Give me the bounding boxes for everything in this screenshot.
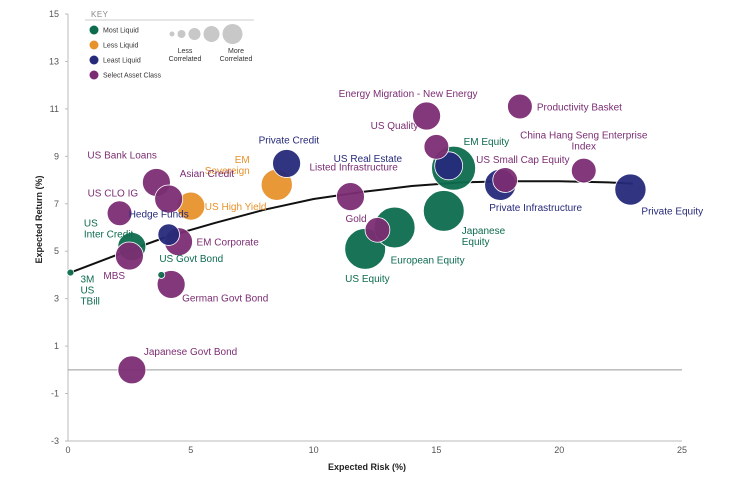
legend-size-circle [188,28,201,40]
label-us-small-cap-equity: US Small Cap Equity [476,155,569,166]
legend-label-select-asset-class: Select Asset Class [103,73,161,80]
legend-more-correlated: More Correlated [220,48,253,63]
legend-swatch-less-liquid [89,40,99,50]
y-tick-label: 7 [54,199,59,209]
y-tick-label: 5 [54,246,59,256]
legend-size-circle [177,30,186,38]
label-listed-infrastructure: Listed Infrastructure [309,163,398,174]
point-us-real-estate [434,151,464,181]
y-tick-label: -1 [51,389,59,399]
point-mbs [114,241,144,271]
legend-label-most-liquid: Most Liquid [103,28,139,35]
x-tick-label: 10 [309,445,319,455]
legend-label-less-liquid: Less Liquid [103,43,139,50]
label-mbs: MBS [103,271,125,282]
legend-title: KEY [91,10,109,19]
point-3m-us-tbill [66,268,75,277]
point-japanese-govt-bond [117,355,147,385]
point-productivity-basket [507,93,533,120]
point-private-equity [614,173,647,206]
label-3m-us-tbill: 3M US TBill [80,275,99,308]
point-japanese-equity [422,190,465,232]
label-us-high-yield: US High Yield [205,202,267,213]
label-us-govt-bond: US Govt Bond [159,254,223,265]
point-gold [364,217,391,243]
x-tick-label: 5 [188,445,193,455]
x-tick-label: 25 [677,445,687,455]
y-tick-label: 9 [54,151,59,161]
point-private-credit [272,149,301,178]
label-german-govt-bond: German Govt Bond [182,293,268,304]
label-private-infrastructure: Private Infrastructure [489,203,582,214]
y-tick-label: -3 [51,436,59,446]
label-hedge-funds: Hedge Funds [129,210,189,221]
label-private-credit: Private Credit [259,135,320,146]
label-productivity-basket: Productivity Basket [537,103,622,114]
legend-swatch-most-liquid [89,25,99,35]
legend-label-least-liquid: Least Liquid [103,58,141,65]
label-private-equity: Private Equity [641,207,703,218]
y-tick-label: 11 [50,104,59,114]
label-european-equity: European Equity [391,256,465,267]
legend-swatch-select-asset-class [89,70,99,80]
label-em-equity: EM Equity [464,137,510,148]
legend-less-correlated: Less Correlated [169,48,202,63]
point-asian-credit [154,184,184,214]
labels-layer: 3M US TBill US Govt Bond US Inter Credit US Eq… [80,89,703,358]
label-gold: Gold [345,214,366,225]
point-china-hang-seng-enterprise-index [570,157,597,184]
label-china-hang-seng-enterprise-index: China Hang Seng Enterprise Index [520,131,648,153]
y-tick-label: 3 [54,294,59,304]
legend-swatch-least-liquid [89,55,99,65]
point-hedge-funds [157,223,180,246]
point-listed-infrastructure [336,182,365,212]
label-japanese-govt-bond: Japanese Govt Bond [144,347,237,358]
point-us-clo-ig [106,200,133,227]
label-us-real-estate: US Real Estate [334,154,403,165]
label-us-equity: US Equity [345,274,389,285]
point-energy-migration-new-energy [412,101,441,131]
x-tick-label: 20 [554,445,564,455]
label-asian-credit: Asian Credit [180,169,235,180]
y-tick-label: 15 [49,9,59,19]
label-energy-migration-new-energy: Energy Migration - New Energy [339,89,478,100]
x-tick-label: 15 [431,445,441,455]
label-em-corporate: EM Corporate [197,238,260,249]
label-em-sovereign: EM Sovereign [205,155,250,177]
legend-size-circle [222,24,243,44]
label-us-quality: US Quality [371,121,419,132]
x-axis-title: Expected Risk (%) [328,462,406,472]
point-us-quality [423,134,450,160]
label-us-bank-loans: US Bank Loans [87,150,157,161]
legend-size-circle [203,26,220,42]
y-axis-title: Expected Return (%) [34,175,44,263]
y-tick-label: 13 [49,56,59,66]
y-tick-label: 1 [54,341,59,351]
point-us-govt-bond [157,271,166,279]
label-japanese-equity: Japanese Equity [462,226,506,248]
label-us-clo-ig: US CLO IG [88,188,139,199]
legend-size-circle [169,31,175,37]
points-layer [66,93,647,385]
point-us-small-cap-equity [492,167,518,193]
label-us-inter-credit: US Inter Credit [84,218,134,240]
legend: KEY Most Liquid Less Liquid Least Liquid Sel… [85,10,254,80]
x-tick-label: 0 [65,445,70,455]
